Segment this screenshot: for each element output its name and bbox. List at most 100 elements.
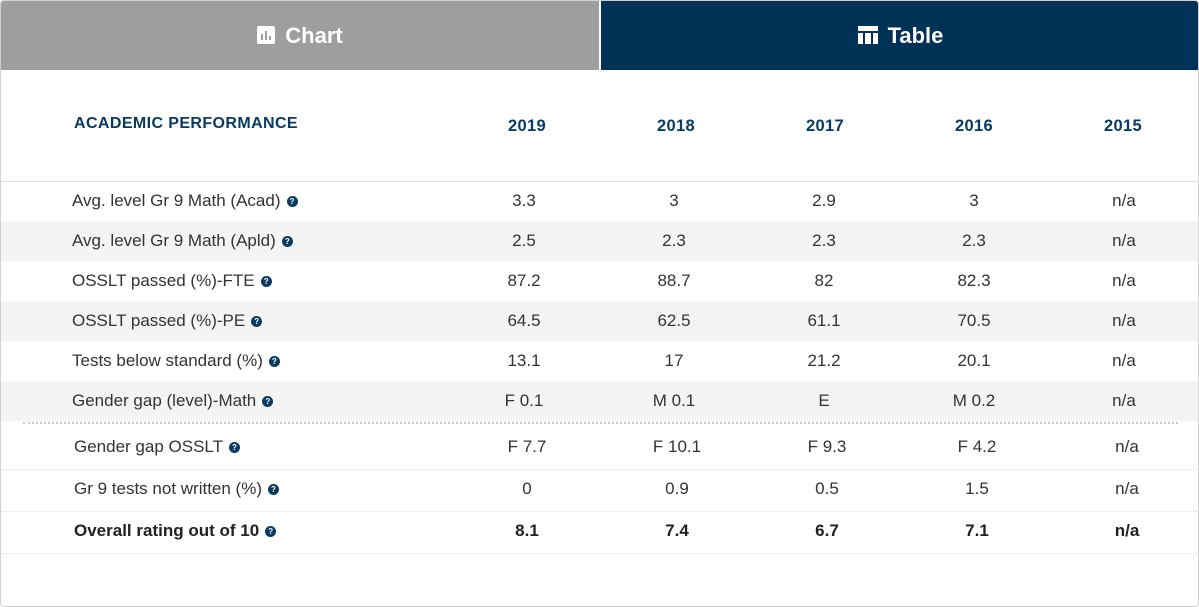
table-cell: 2.9 xyxy=(812,191,836,210)
table-row: Gr 9 tests not written (%)? 0 0.9 0.5 1.5 n/a xyxy=(1,469,1198,509)
question-circle-icon[interactable]: ? xyxy=(268,483,279,495)
table-row: Avg. level Gr 9 Math (Apld)? 2.5 2.3 2.3 2.3… xyxy=(1,221,1198,261)
tab-table[interactable]: Table xyxy=(599,1,1198,70)
table-cell: F 10.1 xyxy=(652,437,702,456)
table-cell: 2.3 xyxy=(662,231,686,250)
section-divider xyxy=(23,422,1178,424)
table-cell: n/a xyxy=(1112,391,1136,410)
year-header: 2018 xyxy=(657,117,695,135)
row-label-text: Gender gap (level)-Math xyxy=(72,391,257,410)
table-cell: n/a xyxy=(1112,271,1136,290)
table-cell: 13.1 xyxy=(507,351,541,370)
table-row: Avg. level Gr 9 Math (Acad)? 3.3 3 2.9 3 n/a xyxy=(1,181,1198,221)
table-cell: 0.5 xyxy=(815,479,839,498)
row-label-text: OSSLT passed (%)-PE xyxy=(72,311,246,330)
row-label: Avg. level Gr 9 Math (Acad)? xyxy=(72,191,298,211)
table-cell: 64.5 xyxy=(507,311,541,330)
table-cell: 61.1 xyxy=(807,311,841,330)
table-cell: 87.2 xyxy=(507,271,541,290)
row-label: Gr 9 tests not written (%)? xyxy=(74,479,279,499)
tab-table-label: Table xyxy=(887,22,944,48)
table-cell: F 9.3 xyxy=(807,437,847,456)
table-row: OSSLT passed (%)-FTE? 87.2 88.7 82 82.3 n/a xyxy=(1,261,1198,301)
row-divider xyxy=(1,553,1198,554)
table-row: Overall rating out of 10? 8.1 7.4 6.7 7.1 n/a xyxy=(1,511,1198,551)
table-cell: 1.5 xyxy=(965,479,989,498)
table-cell: n/a xyxy=(1114,521,1140,540)
question-circle-icon[interactable]: ? xyxy=(251,315,263,327)
table-cell: 6.7 xyxy=(815,521,839,540)
table-cell: 8.1 xyxy=(515,521,539,540)
row-label: OSSLT passed (%)-FTE? xyxy=(72,271,272,291)
table-cell: E xyxy=(818,391,830,410)
table-cell: 0.9 xyxy=(665,479,689,498)
row-label-text: Avg. level Gr 9 Math (Apld) xyxy=(72,231,276,250)
table-cell: 88.7 xyxy=(657,271,691,290)
table-header-label: ACADEMIC PERFORMANCE xyxy=(74,115,298,132)
row-label-text: Gr 9 tests not written (%) xyxy=(74,479,262,498)
table-cell: 2.5 xyxy=(512,231,536,250)
table-cell: F 4.2 xyxy=(957,437,997,456)
row-label-text: Tests below standard (%) xyxy=(72,351,263,370)
table-row: Tests below standard (%)? 13.1 17 21.2 20.1 n… xyxy=(1,341,1198,381)
view-tabs: Chart Table xyxy=(1,1,1198,70)
question-circle-icon[interactable]: ? xyxy=(281,235,293,247)
table-row: Gender gap (level)-Math? F 0.1 M 0.1 E M 0.2… xyxy=(1,381,1198,421)
question-circle-icon[interactable]: ? xyxy=(229,441,240,453)
row-label: Gender gap (level)-Math? xyxy=(72,391,274,411)
row-divider xyxy=(1,469,1198,470)
table-row: Gender gap OSSLT? F 7.7 F 10.1 F 9.3 F 4.2 n/… xyxy=(1,427,1198,467)
question-circle-icon[interactable]: ? xyxy=(286,195,298,207)
tab-chart[interactable]: Chart xyxy=(1,1,599,70)
year-header: 2015 xyxy=(1104,117,1142,135)
year-header: 2017 xyxy=(806,117,844,135)
table-cell: M 0.2 xyxy=(952,391,996,410)
row-label: Overall rating out of 10? xyxy=(74,521,277,541)
table-cell: F 7.7 xyxy=(507,437,547,456)
table-cell: M 0.1 xyxy=(652,391,696,410)
question-circle-icon[interactable]: ? xyxy=(265,525,277,537)
year-header: 2019 xyxy=(508,117,546,135)
row-divider xyxy=(1,511,1198,512)
table-cell: 21.2 xyxy=(807,351,841,370)
bar-chart-icon xyxy=(257,24,276,50)
row-label-text: Gender gap OSSLT xyxy=(74,437,223,456)
table-cell: n/a xyxy=(1115,437,1139,456)
table-cell: n/a xyxy=(1112,311,1136,330)
row-label-text: OSSLT passed (%)-FTE xyxy=(72,271,255,290)
table-cell: 7.1 xyxy=(965,521,989,540)
table-cell: n/a xyxy=(1112,351,1136,370)
row-label: Gender gap OSSLT? xyxy=(74,437,240,457)
table-row: OSSLT passed (%)-PE? 64.5 62.5 61.1 70.5 n/a xyxy=(1,301,1198,341)
table-cell: 3 xyxy=(669,191,679,210)
table-icon xyxy=(857,24,878,50)
table-cell: 7.4 xyxy=(665,521,689,540)
table-cell: 2.3 xyxy=(962,231,986,250)
row-label-text: Avg. level Gr 9 Math (Acad) xyxy=(72,191,281,210)
table-cell: n/a xyxy=(1115,479,1139,498)
row-label-text: Overall rating out of 10 xyxy=(74,521,260,540)
row-label: Avg. level Gr 9 Math (Apld)? xyxy=(72,231,293,251)
table-cell: n/a xyxy=(1112,191,1136,210)
table-cell: 17 xyxy=(664,351,684,370)
question-circle-icon[interactable]: ? xyxy=(262,395,274,407)
row-label: Tests below standard (%)? xyxy=(72,351,280,371)
table-cell: 82 xyxy=(814,271,834,290)
year-header: 2016 xyxy=(955,117,993,135)
question-circle-icon[interactable]: ? xyxy=(260,275,272,287)
question-circle-icon[interactable]: ? xyxy=(268,355,280,367)
table-cell: n/a xyxy=(1112,231,1136,250)
table-cell: 2.3 xyxy=(812,231,836,250)
table-cell: 0 xyxy=(522,479,532,498)
header-divider xyxy=(1,181,1198,182)
table-cell: 3 xyxy=(969,191,979,210)
table-cell: 82.3 xyxy=(957,271,991,290)
table-cell: 70.5 xyxy=(957,311,991,330)
row-label: OSSLT passed (%)-PE? xyxy=(72,311,263,331)
table-cell: 62.5 xyxy=(657,311,691,330)
tab-chart-label: Chart xyxy=(285,22,343,48)
table-cell: 20.1 xyxy=(957,351,991,370)
table-cell: F 0.1 xyxy=(504,391,544,410)
table-cell: 3.3 xyxy=(512,191,536,210)
